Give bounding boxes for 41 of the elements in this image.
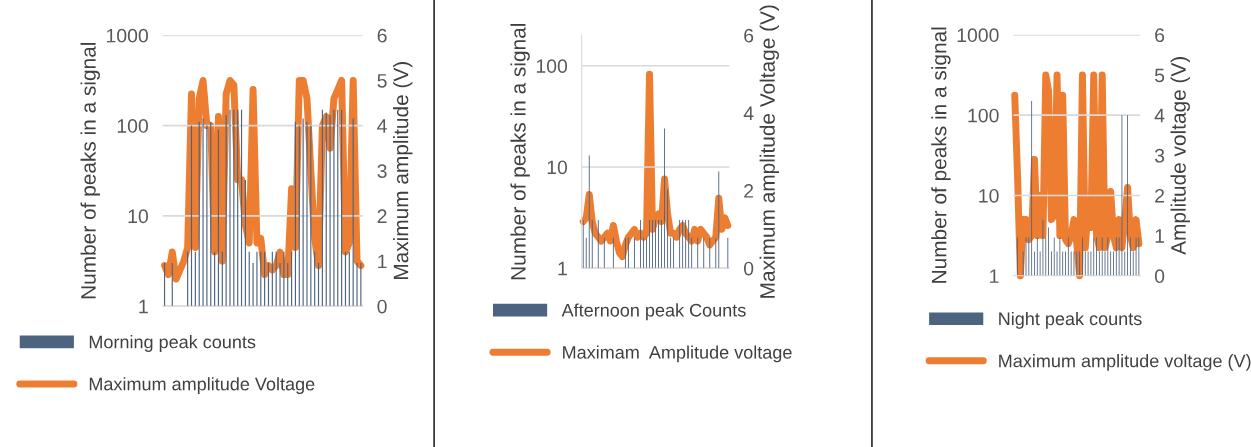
y-tick-label: 1: [558, 261, 567, 276]
y2-tick-label: 6: [744, 28, 754, 43]
y-tick-label: 10: [128, 209, 148, 224]
legend-label: Afternoon peak Counts: [561, 303, 746, 321]
y-tick-label: 10: [979, 188, 999, 203]
legend-label: Maximum amplitude Voltage: [89, 377, 315, 395]
y2-tick-label: 0: [743, 261, 754, 276]
y2-tick-label: 5: [377, 74, 387, 88]
y-tick-label: 1000: [106, 28, 148, 43]
y2-tick-label: 2: [744, 184, 754, 198]
y2-tick-label: 2: [1155, 188, 1165, 203]
legend-label: Morning peak counts: [89, 335, 256, 352]
y2-tick-label: 5: [1154, 68, 1165, 83]
y2-tick-label: 4: [1154, 108, 1165, 123]
y-tick-label: 1: [990, 269, 999, 283]
y2-tick-label: 0: [1154, 269, 1165, 284]
legend-label: Night peak counts: [999, 311, 1142, 329]
y2-tick-label: 6: [377, 28, 387, 43]
y2-tick-label: 0: [377, 299, 387, 314]
y2-tick-label: 2: [377, 209, 387, 223]
y2-tick-label: 3: [377, 164, 387, 178]
y-tick-label: 100: [117, 119, 148, 133]
y2-axis-title: Maximum amplitude (V): [393, 62, 413, 280]
y2-tick-label: 1: [378, 254, 387, 269]
y2-tick-label: 3: [1154, 148, 1165, 163]
y-tick-label: 100: [968, 108, 999, 123]
y-axis-title: Number of peaks in a signal: [931, 27, 951, 283]
y2-axis-title: Amplitude voltage (V): [1170, 57, 1190, 255]
y2-tick-label: 4: [377, 119, 387, 133]
y2-tick-label: 4: [743, 106, 754, 120]
y2-tick-label: 1: [1155, 229, 1165, 243]
y-tick-label: 100: [536, 59, 568, 74]
y-tick-label: 1: [139, 299, 148, 314]
legend-label: Maximam Amplitude voltage: [563, 345, 792, 363]
y-tick-label: 1000: [957, 28, 999, 43]
y2-tick-label: 6: [1155, 28, 1165, 43]
y2-axis-title: Maximum amplitude Voltage (V): [759, 5, 780, 298]
legend-label: Maximum amplitude voltage (V): [999, 354, 1251, 371]
y-tick-label: 10: [547, 160, 568, 175]
y-axis-title: Number of peaks in a signal: [510, 24, 530, 280]
y-axis-title: Number of peaks in a signal: [80, 43, 100, 299]
